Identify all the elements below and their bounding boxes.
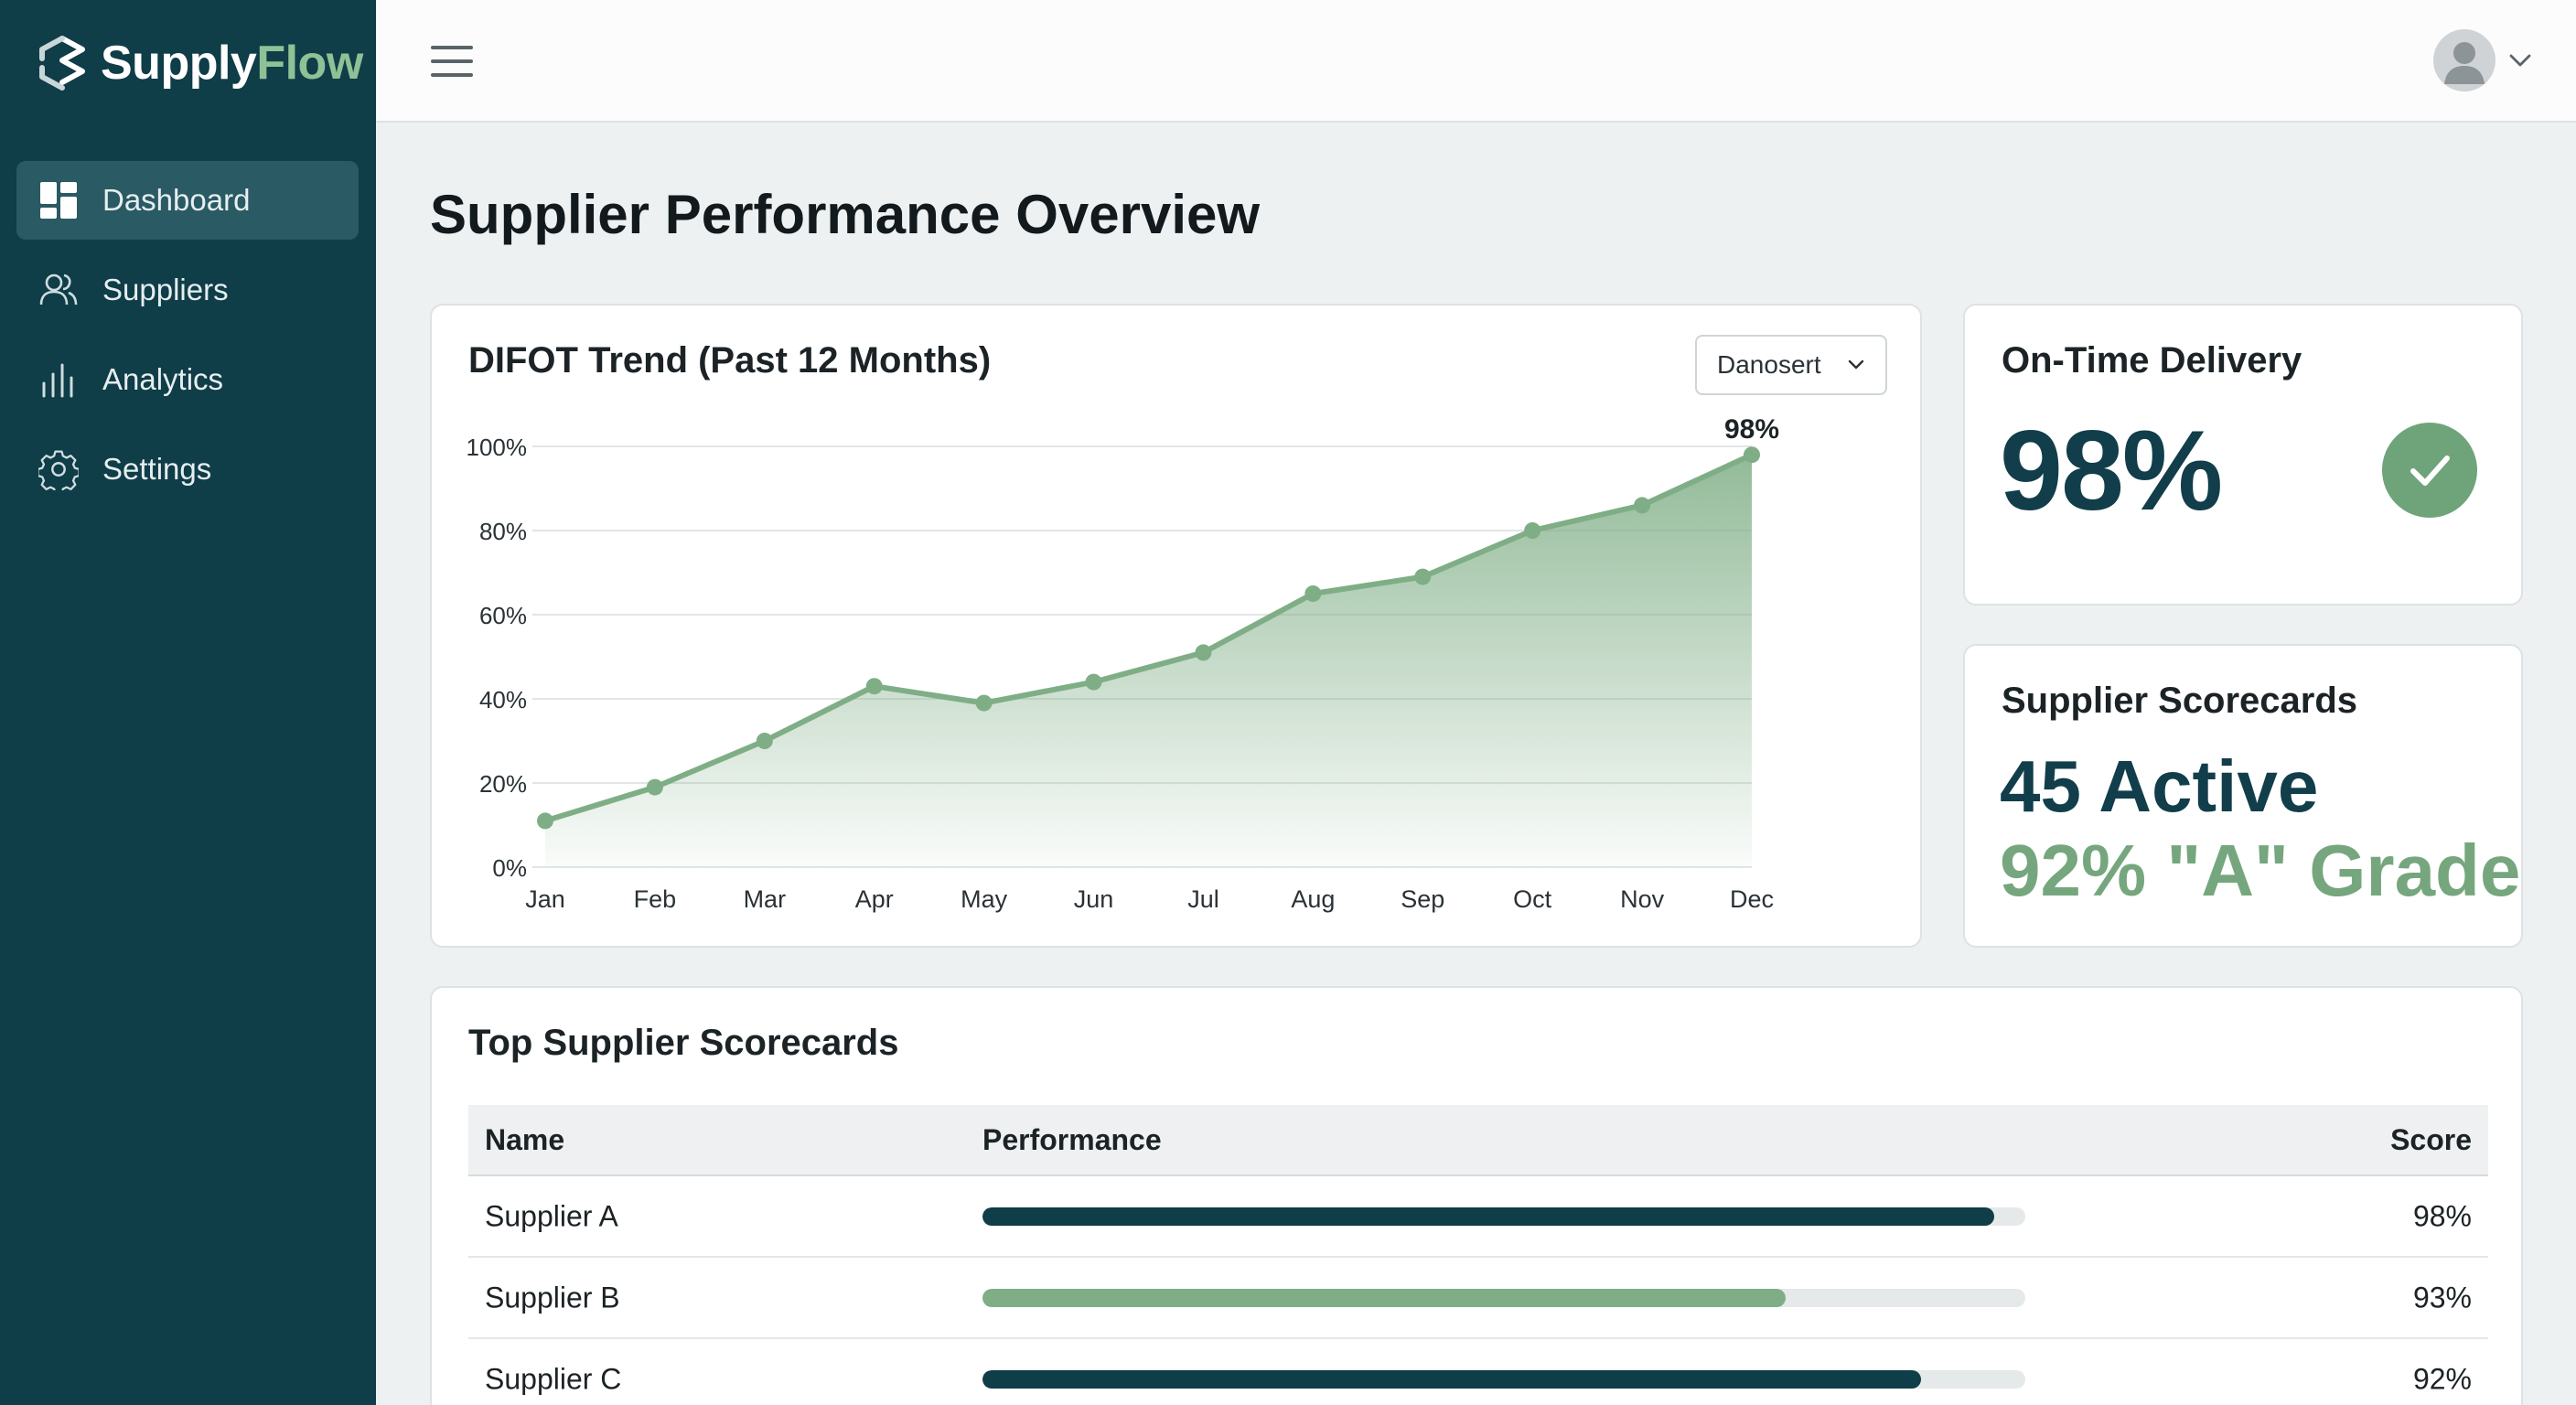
sidebar-nav: Dashboard Suppliers (16, 161, 359, 520)
y-tick-label: 100% (467, 434, 528, 461)
difot-trend-card: 0% 20% 40% 60% 80% 100% Jan Feb Mar Apr May Jun Jul A… (430, 304, 1922, 948)
performance-bar (982, 1369, 2025, 1389)
user-avatar-icon (2433, 29, 2496, 91)
data-point (1195, 644, 1212, 661)
data-label: 98% (1724, 414, 1779, 445)
top-suppliers-title: Top Supplier Scorecards (468, 1023, 899, 1063)
y-tick-label: 80% (479, 518, 527, 545)
sidebar-item-dashboard[interactable]: Dashboard (16, 161, 359, 240)
gear-icon (38, 449, 79, 490)
supplier-name: Supplier A (485, 1199, 618, 1232)
sidebar-item-label: Analytics (102, 362, 224, 396)
supplier-name: Supplier C (485, 1362, 622, 1395)
supplyflow-logo-icon (39, 36, 85, 91)
data-point (537, 812, 553, 830)
sidebar-item-suppliers[interactable]: Suppliers (16, 251, 359, 329)
page-title: Supplier Performance Overview (430, 184, 1261, 245)
top-bar (376, 0, 2576, 123)
difot-card-title: DIFOT Trend (Past 12 Months) (468, 340, 992, 381)
column-header-name[interactable]: Name (485, 1122, 565, 1156)
brand-primary: Supply (101, 37, 257, 90)
y-tick-label: 0% (492, 854, 527, 882)
x-tick-label: Jul (1187, 885, 1219, 913)
chevron-down-icon (2509, 54, 2531, 67)
performance-bar (982, 1207, 2025, 1226)
sidebar-item-label: Dashboard (102, 183, 251, 217)
y-tick-label: 20% (479, 770, 527, 798)
data-point (1304, 585, 1322, 602)
bar-chart-icon (38, 359, 79, 400)
supplier-score: 93% (2412, 1281, 2472, 1314)
data-point (1085, 673, 1102, 691)
data-point (646, 778, 663, 796)
user-menu[interactable] (2433, 29, 2532, 91)
x-tick-label: Jun (1074, 885, 1114, 913)
top-supplier-scorecards-card: Top Supplier Scorecards Name Performance… (430, 986, 2523, 1405)
y-tick-label: 40% (479, 686, 527, 713)
data-point (756, 733, 773, 749)
brand-logo[interactable]: SupplyFlow (37, 31, 363, 95)
performance-bar-fill (982, 1207, 1994, 1226)
performance-bar-fill (982, 1288, 1786, 1307)
x-tick-label: May (961, 885, 1008, 913)
supplier-name: Supplier B (485, 1281, 620, 1314)
x-tick-label: Nov (1620, 885, 1665, 913)
brand-accent: Flow (256, 37, 363, 90)
active-suppliers-count: 45 Active (2000, 745, 2319, 827)
sidebar-item-settings[interactable]: Settings (16, 430, 359, 509)
y-tick-label: 60% (479, 602, 527, 629)
x-tick-label: Dec (1730, 885, 1774, 913)
on-time-delivery-card: On-Time Delivery 98% (1963, 304, 2523, 606)
data-point (975, 694, 993, 712)
data-point (1414, 568, 1432, 585)
users-icon (38, 270, 79, 310)
performance-bar-fill (982, 1369, 1921, 1389)
performance-bar (982, 1288, 2025, 1307)
x-tick-label: Sep (1401, 885, 1444, 913)
scorecards-card-title: Supplier Scorecards (2002, 681, 2358, 721)
supplier-table: Name Performance Score Supplier A 98% Su… (468, 1105, 2488, 1405)
sidebar-item-label: Settings (102, 452, 212, 486)
difot-area-fill (545, 455, 1752, 867)
table-row[interactable]: Supplier C 92% (468, 1339, 2488, 1405)
supplier-score: 92% (2412, 1362, 2472, 1395)
grade-percentage: 92% "A" Grade (2000, 830, 2521, 911)
column-header-score[interactable]: Score (2390, 1122, 2472, 1156)
dropdown-label: Danosert (1717, 350, 1821, 379)
table-header: Name Performance Score (468, 1105, 2488, 1176)
dashboard-icon (38, 180, 79, 220)
x-tick-label: Feb (634, 885, 677, 913)
sidebar-item-label: Suppliers (102, 273, 229, 306)
x-tick-label: Jan (525, 885, 565, 913)
hamburger-icon[interactable] (431, 40, 473, 82)
x-tick-label: Oct (1513, 885, 1552, 913)
column-header-performance[interactable]: Performance (982, 1122, 1162, 1156)
checkmark-icon (2382, 423, 2477, 518)
x-tick-label: Aug (1291, 885, 1335, 913)
table-row[interactable]: Supplier A 98% (468, 1176, 2488, 1258)
table-row[interactable]: Supplier B 93% (468, 1258, 2488, 1339)
data-point (1744, 446, 1760, 464)
x-tick-label: Mar (744, 885, 787, 913)
difot-trend-chart: 0% 20% 40% 60% 80% 100% Jan Feb Mar Apr May Jun Jul A… (467, 414, 1780, 913)
difot-filter-dropdown[interactable]: Danosert (1695, 335, 1887, 395)
difot-series-line (542, 452, 1755, 824)
otd-value: 98% (2000, 408, 2223, 534)
sidebar-item-analytics[interactable]: Analytics (16, 340, 359, 419)
x-tick-label: Apr (855, 885, 894, 913)
brand-name: SupplyFlow (101, 36, 363, 91)
sidebar: SupplyFlow Dashboard (0, 0, 376, 1405)
otd-card-title: On-Time Delivery (2002, 340, 2302, 381)
data-point (865, 678, 883, 695)
chevron-down-icon (1848, 359, 1864, 370)
data-point (1634, 497, 1651, 514)
data-point (1524, 522, 1541, 539)
supplier-scorecards-card: Supplier Scorecards 45 Active 92% "A" Gr… (1963, 644, 2523, 948)
supplier-score: 98% (2412, 1199, 2472, 1232)
